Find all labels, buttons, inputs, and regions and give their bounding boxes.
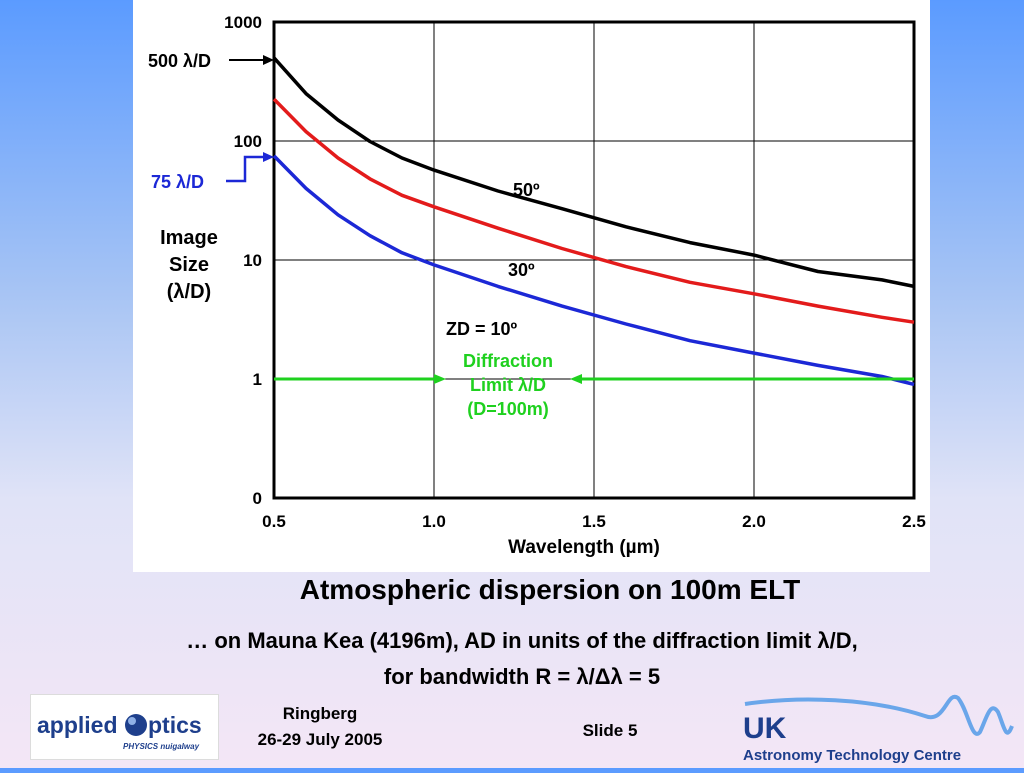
x-tick-label: 1.5 bbox=[582, 512, 606, 531]
y-axis-label: (λ/D) bbox=[167, 281, 211, 303]
y-axis-label: Size bbox=[169, 254, 209, 276]
y-tick-label: 0 bbox=[253, 489, 262, 508]
diffraction-arrow-left-icon bbox=[434, 374, 446, 384]
logo-applied-subtext: PHYSICS nuigalway bbox=[123, 742, 200, 751]
logo-optics-o-icon bbox=[125, 714, 147, 736]
x-tick-label: 2.5 bbox=[902, 512, 926, 531]
applied-optics-logo: applied ptics PHYSICS nuigalway bbox=[30, 694, 219, 760]
series-line bbox=[272, 56, 915, 289]
x-tick-label: 1.0 bbox=[422, 512, 446, 531]
series-line bbox=[272, 154, 915, 387]
logo-wave-icon bbox=[744, 694, 1014, 736]
y-tick-label: 1000 bbox=[224, 13, 262, 32]
logo-uk-subtext: Astronomy Technology Centre bbox=[743, 747, 961, 764]
annotation-75-line bbox=[226, 155, 266, 183]
subtitle-line-2: for bandwidth R = λ/Δλ = 5 bbox=[383, 664, 661, 689]
x-tick-label: 0.5 bbox=[262, 512, 286, 531]
logo-applied-word: applied bbox=[37, 712, 118, 738]
slide-title: Atmospheric dispersion on 100m ELT bbox=[299, 574, 801, 605]
y-tick-label: 10 bbox=[243, 251, 262, 270]
subtitle-line-1: … on Mauna Kea (4196m), AD in units of t… bbox=[186, 628, 858, 653]
uk-atc-logo: UK Astronomy Technology Centre bbox=[740, 690, 1024, 768]
annotation-75-arrow-icon bbox=[263, 152, 274, 162]
x-tick-label: 2.0 bbox=[742, 512, 766, 531]
diffraction-label: Limit λ/D bbox=[470, 375, 546, 395]
annotation-500: 500 λ/D bbox=[148, 51, 211, 71]
logo-uk-word: UK bbox=[743, 712, 787, 745]
y-tick-label: 100 bbox=[234, 132, 262, 151]
dispersion-chart: 0 1 10 100 1000 0.5 1.0 1.5 2.0 2.5 Wavelength (µm… bbox=[148, 13, 926, 558]
logo-optics-word: ptics bbox=[148, 712, 202, 738]
chart-panel: 0 1 10 100 1000 0.5 1.0 1.5 2.0 2.5 Wavelength (µm… bbox=[133, 0, 930, 572]
annotation-500-arrow-icon bbox=[263, 55, 274, 65]
curve-label-30: 30º bbox=[508, 260, 535, 280]
x-axis-label: Wavelength (µm) bbox=[508, 537, 660, 558]
diffraction-label: Diffraction bbox=[463, 351, 553, 371]
series-line bbox=[272, 97, 915, 324]
diffraction-label: (D=100m) bbox=[467, 399, 549, 419]
diffraction-arrow-right-icon bbox=[570, 374, 582, 384]
plot-frame bbox=[272, 20, 916, 500]
y-tick-label: 1 bbox=[253, 370, 262, 389]
y-axis-label: Image bbox=[160, 227, 218, 249]
curve-label-50: 50º bbox=[513, 180, 540, 200]
slide-number: Slide 5 bbox=[582, 721, 638, 740]
footer-dates: 26-29 July 2005 bbox=[257, 730, 383, 749]
curve-label-10: ZD = 10º bbox=[446, 319, 518, 339]
annotation-75: 75 λ/D bbox=[151, 172, 204, 192]
footer-venue: Ringberg bbox=[282, 704, 358, 723]
